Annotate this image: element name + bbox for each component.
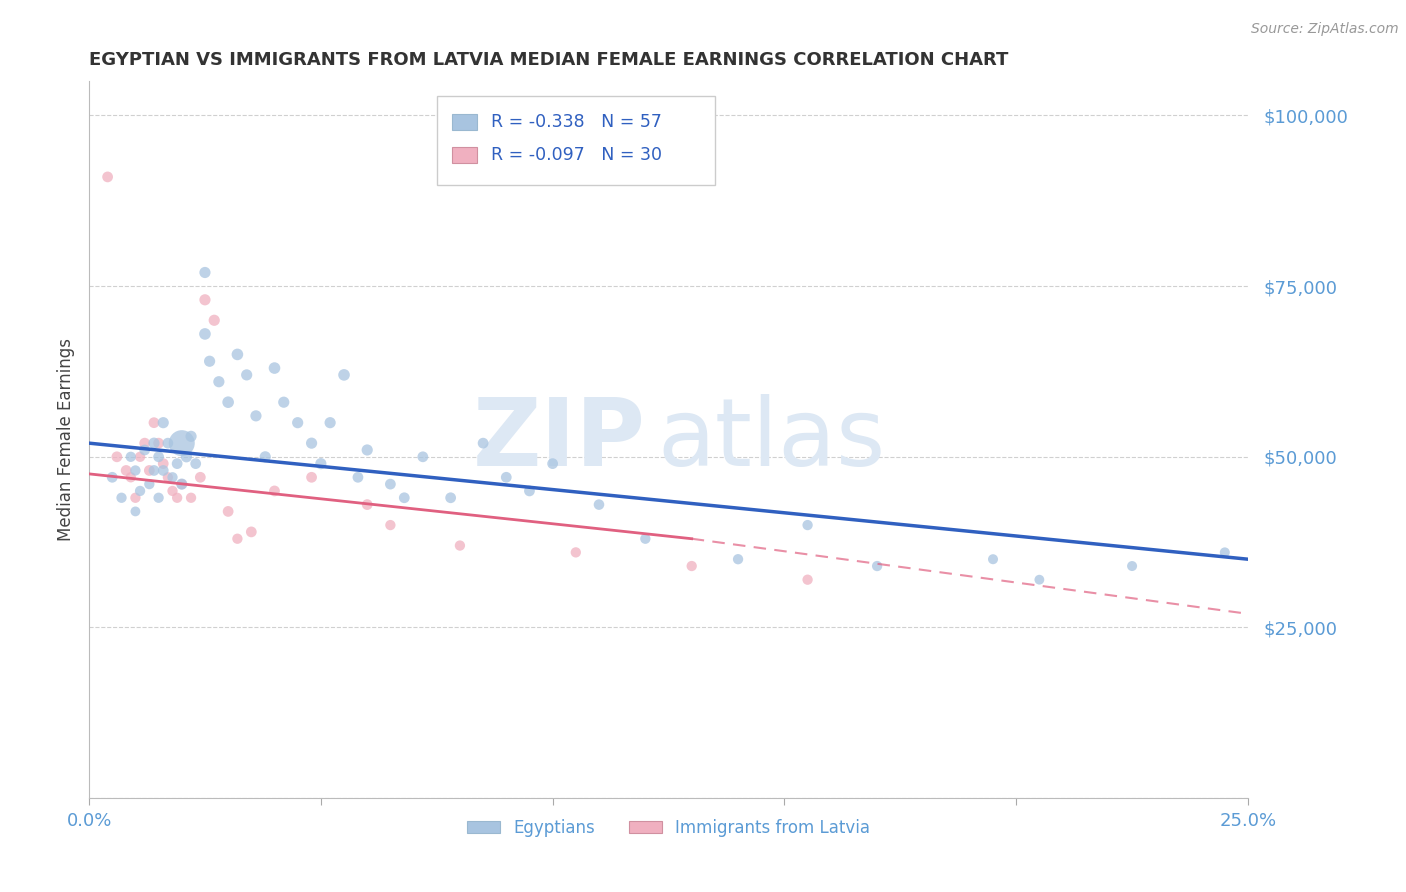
Point (541, 457, 564, 471)
Point (170, 477, 193, 491)
Legend: Egyptians, Immigrants from Latvia: Egyptians, Immigrants from Latvia (460, 813, 877, 844)
Point (129, 483, 152, 498)
Point (120, 450, 142, 464)
Point (681, 559, 703, 574)
Point (588, 498, 610, 512)
Point (176, 450, 198, 464)
Point (156, 436, 179, 450)
Point (170, 436, 193, 450)
Point (208, 375, 231, 389)
Text: EGYPTIAN VS IMMIGRANTS FROM LATVIA MEDIAN FEMALE EARNINGS CORRELATION CHART: EGYPTIAN VS IMMIGRANTS FROM LATVIA MEDIA… (89, 51, 1008, 69)
Point (124, 491, 146, 505)
Point (263, 483, 285, 498)
Point (188, 470, 211, 484)
Point (152, 416, 174, 430)
Point (166, 457, 188, 471)
Point (143, 436, 166, 450)
Point (152, 457, 174, 471)
FancyBboxPatch shape (437, 95, 714, 186)
Point (263, 361, 285, 376)
Point (796, 573, 818, 587)
Text: R = -0.097   N = 30: R = -0.097 N = 30 (491, 146, 662, 164)
Point (449, 539, 471, 553)
Point (319, 416, 342, 430)
Point (333, 368, 356, 382)
Point (495, 470, 517, 484)
Point (981, 552, 1004, 566)
Point (170, 477, 193, 491)
Point (412, 450, 434, 464)
Point (134, 436, 156, 450)
Point (129, 450, 152, 464)
Point (217, 504, 239, 518)
Point (143, 416, 166, 430)
Text: Source: ZipAtlas.com: Source: ZipAtlas.com (1251, 22, 1399, 37)
Point (148, 491, 170, 505)
Point (301, 470, 323, 484)
Point (143, 463, 166, 477)
Point (134, 442, 156, 457)
Point (194, 293, 217, 307)
Point (101, 470, 124, 484)
Point (166, 491, 188, 505)
Point (156, 470, 179, 484)
Point (235, 368, 257, 382)
Point (440, 491, 463, 505)
Point (120, 470, 142, 484)
FancyBboxPatch shape (451, 147, 477, 163)
Point (273, 395, 295, 409)
Point (226, 347, 249, 361)
Point (194, 265, 217, 279)
Point (245, 409, 267, 423)
Point (301, 436, 323, 450)
Point (194, 326, 217, 341)
Point (148, 436, 170, 450)
Point (347, 470, 370, 484)
Point (727, 552, 749, 566)
Point (1028, 573, 1050, 587)
Point (115, 463, 138, 477)
Point (472, 436, 495, 450)
Point (202, 313, 225, 327)
Point (519, 483, 541, 498)
Point (162, 470, 184, 484)
Point (240, 524, 263, 539)
Point (180, 429, 202, 443)
Point (162, 483, 184, 498)
Point (110, 491, 132, 505)
Point (380, 518, 402, 533)
FancyBboxPatch shape (451, 114, 477, 130)
Point (796, 518, 818, 533)
Point (217, 395, 239, 409)
Point (148, 450, 170, 464)
Point (97, 169, 120, 184)
Text: R = -0.338   N = 57: R = -0.338 N = 57 (491, 113, 662, 131)
Point (634, 532, 657, 546)
Point (124, 504, 146, 518)
Point (180, 491, 202, 505)
Point (152, 463, 174, 477)
Point (866, 559, 889, 574)
Text: ZIP: ZIP (472, 393, 645, 486)
Point (394, 491, 416, 505)
Point (105, 450, 128, 464)
Point (124, 463, 146, 477)
Point (226, 532, 249, 546)
Point (254, 450, 277, 464)
Point (1213, 545, 1236, 559)
Point (380, 477, 402, 491)
Point (287, 416, 309, 430)
Point (198, 354, 221, 368)
Point (309, 457, 332, 471)
Text: atlas: atlas (657, 393, 886, 486)
Point (356, 498, 378, 512)
Point (1121, 559, 1143, 574)
Point (138, 463, 160, 477)
Point (138, 477, 160, 491)
Point (565, 545, 588, 559)
Point (356, 442, 378, 457)
Y-axis label: Median Female Earnings: Median Female Earnings (58, 338, 75, 541)
Point (184, 457, 207, 471)
